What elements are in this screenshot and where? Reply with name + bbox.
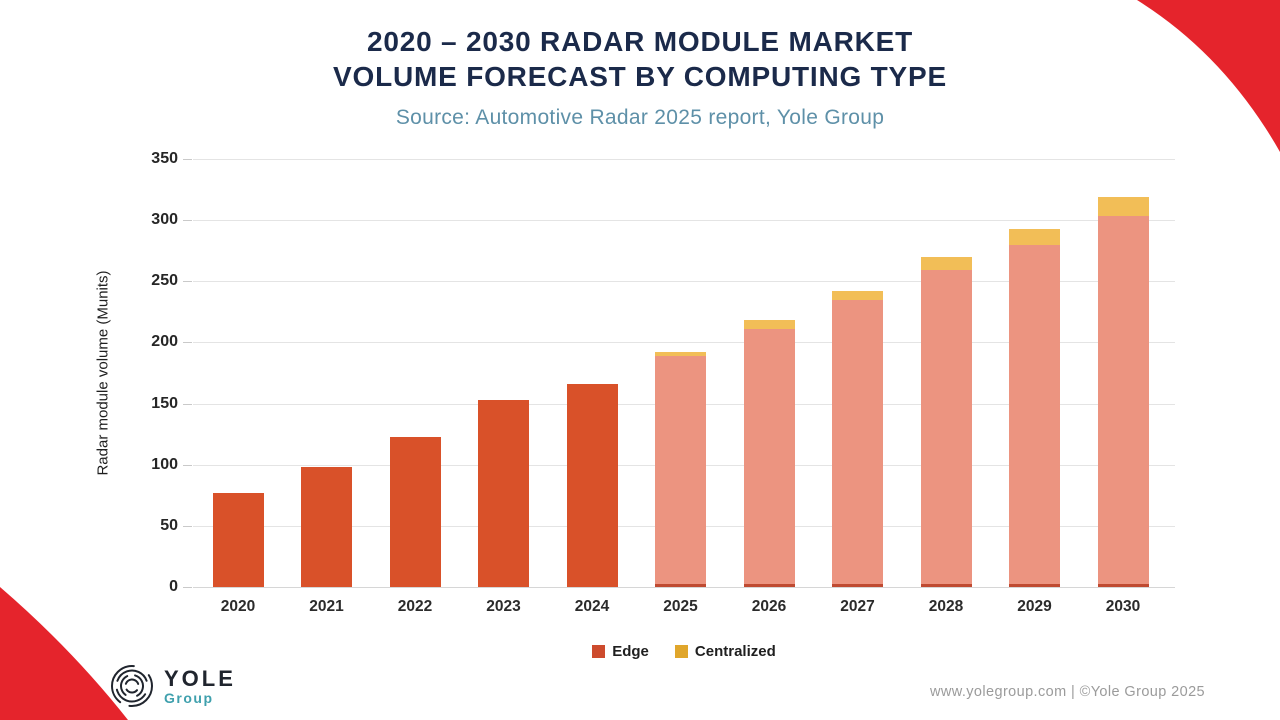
legend-swatch-edge [592,645,606,658]
segment-centralized-2029 [1009,228,1060,245]
forecast-base-strip-2029 [1009,584,1060,587]
segment-edge-2028 [920,270,972,587]
bar-2020 [212,492,264,587]
segment-edge-2020 [212,492,264,587]
y-tick-label-50: 50 [160,516,178,534]
y-tick-label-0: 0 [169,578,178,595]
logo-name: YOLE [164,665,236,691]
segment-centralized-2025 [655,352,706,356]
chart-title: 2020 – 2030 RADAR MODULE MARKET VOLUME F… [0,24,1280,94]
bar-2030 [1097,196,1149,587]
y-tick-label-250: 250 [151,272,178,290]
legend-item-edge: Edge [592,643,649,660]
legend: Edge Centralized [193,643,1175,660]
legend-item-centralized: Centralized [674,643,776,660]
y-tick-label-100: 100 [151,455,178,473]
segment-edge-2023 [478,399,529,587]
y-tick-mark-250 [183,281,192,283]
chart-title-line2: VOLUME FORECAST BY COMPUTING TYPE [333,61,947,92]
legend-swatch-centralized [674,645,688,658]
forecast-base-strip-2025 [655,584,706,587]
y-tick-mark-300 [183,220,192,222]
bar-2027 [832,291,883,587]
x-tick-label-2024: 2024 [574,598,610,615]
forecast-base-strip-2026 [743,584,795,587]
gridline-250 [193,281,1175,283]
segment-centralized-2027 [832,291,883,300]
chart-source: Source: Automotive Radar 2025 report, Yo… [395,106,885,129]
legend-label-centralized: Centralized [694,643,776,660]
y-tick-mark-0 [183,587,192,588]
plot-area: 0 50 100 150 200 250 300 350 2020 2021 2022 2023 202… [151,150,1175,615]
segment-edge-2025 [655,355,706,587]
x-tick-label-2021: 2021 [309,598,344,615]
x-tick-label-2023: 2023 [486,598,521,615]
segment-edge-2021 [301,467,352,587]
y-tick-label-200: 200 [151,333,178,351]
forecast-base-strip-2027 [832,584,883,587]
x-tick-label-2020: 2020 [220,598,256,615]
segment-edge-2029 [1009,244,1060,587]
x-tick-label-2027: 2027 [840,598,875,615]
x-tick-label-2028: 2028 [928,598,964,615]
x-tick-label-2022: 2022 [397,598,433,615]
segment-edge-2026 [743,328,795,587]
bar-2022 [389,436,441,587]
bar-2028 [920,256,972,587]
y-tick-label-350: 350 [151,150,178,167]
yole-swirl-icon [111,665,153,707]
logo-subname: Group [164,689,214,706]
bar-2024 [566,384,618,587]
segment-edge-2030 [1097,216,1149,587]
forecast-base-strip-2028 [920,584,972,587]
gridline-200 [193,342,1175,344]
segment-edge-2027 [832,299,883,587]
legend-label-edge: Edge [612,643,649,660]
segment-edge-2022 [389,436,441,587]
bar-2029 [1009,228,1060,587]
x-tick-label-2025: 2025 [663,598,698,615]
y-tick-label-150: 150 [151,394,178,412]
y-tick-mark-350 [183,159,192,160]
x-tick-label-2026: 2026 [751,598,787,615]
gridline-0 [193,587,1175,588]
x-tick-label-2029: 2029 [1017,598,1052,615]
footer-credit: www.yolegroup.com | ©Yole Group 2025 [930,684,1205,700]
y-tick-mark-150 [183,403,192,405]
segment-centralized-2026 [743,320,795,329]
forecast-base-strip-2030 [1097,584,1149,587]
segment-centralized-2030 [1097,196,1149,217]
gridline-300 [193,220,1175,222]
bar-2021 [301,467,352,587]
y-tick-mark-200 [183,342,192,344]
yole-group-logo: YOLE Group [108,662,236,710]
segment-edge-2024 [566,384,618,587]
bar-2026 [743,320,795,587]
y-tick-mark-50 [183,525,192,527]
y-axis-title: Radar module volume (Munits) [94,270,112,476]
y-tick-mark-100 [183,464,192,466]
y-tick-label-300: 300 [151,211,178,229]
chart-title-line1: 2020 – 2030 RADAR MODULE MARKET [366,26,914,57]
segment-centralized-2028 [920,256,972,271]
bar-2023 [478,399,529,587]
bar-2025 [655,352,706,587]
gridline-350 [193,159,1175,160]
x-tick-label-2030: 2030 [1105,598,1141,615]
